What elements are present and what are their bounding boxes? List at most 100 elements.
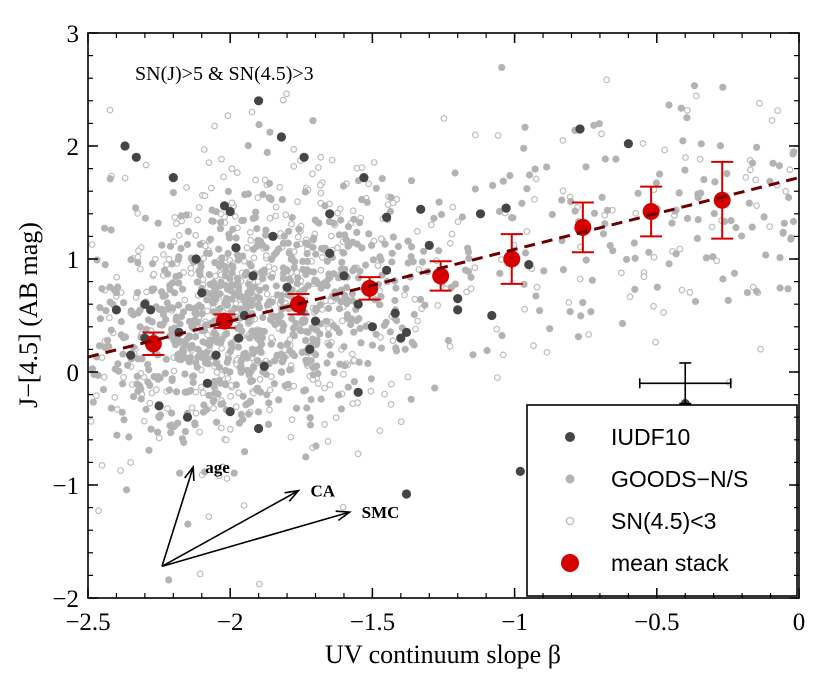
goods-point bbox=[165, 386, 173, 394]
sn-low-point bbox=[448, 230, 456, 238]
goods-point bbox=[672, 250, 680, 258]
goods-point bbox=[381, 240, 389, 248]
goods-point bbox=[194, 318, 202, 326]
goods-point bbox=[394, 242, 402, 251]
goods-point bbox=[299, 319, 307, 327]
sn-low-point bbox=[246, 228, 254, 236]
mean-stack-point bbox=[503, 250, 521, 268]
vector-arrows: age CA SMC bbox=[161, 458, 399, 568]
sn-low-point bbox=[146, 399, 154, 407]
goods-point bbox=[630, 239, 638, 247]
goods-point bbox=[208, 206, 216, 214]
goods-point bbox=[483, 346, 491, 355]
goods-point bbox=[719, 275, 727, 283]
goods-point bbox=[306, 421, 315, 429]
iudf10-point bbox=[325, 248, 335, 258]
goods-point bbox=[337, 405, 345, 413]
sn-low-point bbox=[742, 173, 750, 181]
sn-low-point bbox=[235, 389, 243, 397]
iudf10-point bbox=[487, 310, 497, 321]
goods-point bbox=[388, 258, 396, 266]
goods-point bbox=[295, 225, 303, 233]
goods-point bbox=[309, 243, 317, 251]
mean-stack-point bbox=[713, 191, 731, 209]
goods-point bbox=[787, 234, 795, 242]
sn-low-point bbox=[415, 266, 423, 273]
goods-point bbox=[181, 428, 189, 436]
goods-point bbox=[229, 225, 237, 233]
iudf10-point bbox=[191, 254, 201, 264]
goods-point bbox=[105, 343, 113, 351]
sn-low-point bbox=[142, 161, 150, 169]
goods-point bbox=[134, 309, 142, 317]
goods-point bbox=[205, 391, 213, 400]
sn-low-point bbox=[650, 302, 657, 310]
x-axis-title: UV continuum slope β bbox=[325, 640, 561, 669]
goods-point bbox=[241, 271, 249, 279]
sn-low-point bbox=[414, 317, 422, 325]
sn-low-point bbox=[205, 513, 213, 520]
goods-point bbox=[350, 215, 358, 223]
goods-point bbox=[198, 310, 206, 318]
goods-point bbox=[363, 198, 371, 206]
goods-point bbox=[96, 315, 104, 323]
goods-point bbox=[119, 350, 127, 358]
iudf10-point bbox=[339, 271, 349, 281]
goods-point bbox=[191, 333, 200, 341]
goods-point bbox=[458, 213, 466, 221]
goods-point bbox=[498, 63, 506, 72]
goods-point bbox=[270, 380, 278, 388]
goods-point bbox=[163, 299, 171, 307]
goods-point bbox=[213, 418, 221, 426]
iudf10-point bbox=[396, 333, 406, 343]
goods-point bbox=[121, 333, 130, 341]
iudf10-point bbox=[154, 401, 164, 411]
goods-point bbox=[321, 202, 329, 210]
sn-low-point bbox=[290, 145, 298, 153]
iudf10-point bbox=[305, 344, 315, 354]
iudf10-point bbox=[382, 212, 392, 222]
goods-point bbox=[183, 240, 192, 249]
goods-point bbox=[387, 193, 395, 202]
goods-point bbox=[306, 414, 314, 422]
goods-point bbox=[114, 360, 122, 368]
iudf10-point bbox=[248, 271, 258, 281]
sn-low-point bbox=[753, 202, 760, 210]
sn-low-point bbox=[220, 173, 228, 181]
goods-point bbox=[344, 314, 352, 322]
goods-point bbox=[275, 396, 283, 404]
goods-point bbox=[156, 374, 164, 382]
goods-point bbox=[217, 259, 225, 267]
goods-point bbox=[521, 123, 529, 131]
goods-point bbox=[790, 148, 798, 156]
sn-low-point bbox=[652, 338, 659, 346]
sn-low-point bbox=[172, 220, 180, 228]
goods-point bbox=[677, 104, 685, 112]
goods-point bbox=[719, 83, 727, 91]
sn-low-point bbox=[786, 166, 794, 174]
iudf10-point bbox=[254, 96, 264, 106]
goods-point bbox=[694, 216, 702, 224]
goods-point bbox=[582, 256, 590, 264]
sn-low-point bbox=[282, 211, 290, 219]
sn-low-point bbox=[559, 187, 567, 195]
goods-point bbox=[253, 225, 261, 233]
goods-point bbox=[161, 291, 169, 300]
goods-point bbox=[95, 342, 104, 350]
sn-low-point bbox=[200, 146, 208, 153]
goods-point bbox=[780, 219, 788, 227]
goods-point bbox=[191, 304, 200, 312]
goods-point bbox=[748, 159, 757, 167]
goods-point bbox=[134, 387, 142, 395]
goods-point bbox=[634, 189, 642, 197]
sn-low-point bbox=[585, 331, 592, 338]
goods-point bbox=[293, 279, 301, 288]
iudf10-point bbox=[367, 322, 377, 332]
goods-point bbox=[309, 335, 317, 343]
goods-point bbox=[335, 391, 343, 399]
goods-point bbox=[193, 278, 201, 286]
sn-low-point bbox=[135, 247, 142, 255]
sn-low-point bbox=[283, 90, 291, 98]
goods-point bbox=[99, 386, 108, 394]
goods-point bbox=[290, 263, 298, 272]
